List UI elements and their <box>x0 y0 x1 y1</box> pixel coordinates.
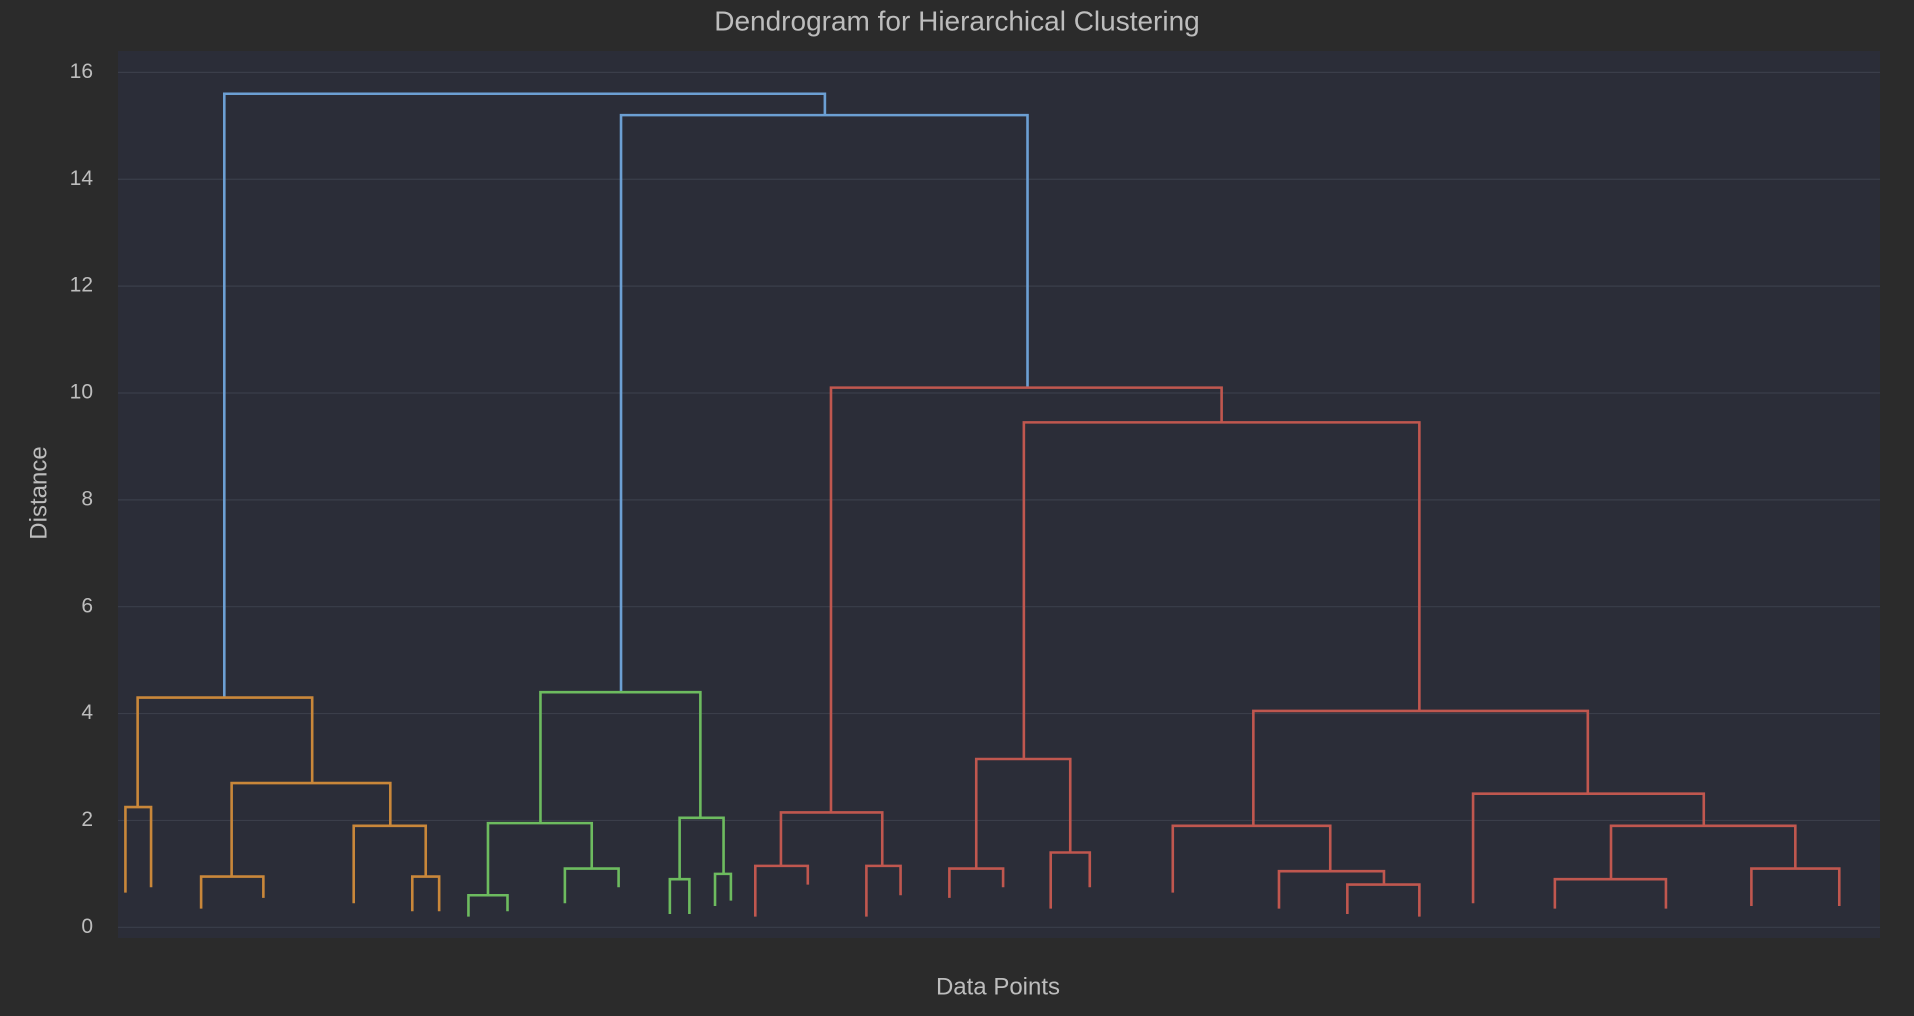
y-tick-label: 6 <box>81 594 93 617</box>
dendrogram-link <box>1171 824 1332 893</box>
dendrogram-link <box>829 386 1223 813</box>
dendrogram-link <box>539 690 702 824</box>
y-tick-label: 14 <box>70 167 94 190</box>
y-tick-label: 10 <box>70 381 93 404</box>
dendrogram-link <box>410 875 441 912</box>
y-tick-label: 2 <box>81 808 93 831</box>
dendrogram-link <box>199 875 265 909</box>
y-tick-label: 4 <box>81 701 93 724</box>
y-axis-label: Distance <box>25 446 52 539</box>
dendrogram-link <box>865 864 902 917</box>
chart-title: Dendrogram for Hierarchical Clustering <box>714 5 1200 36</box>
dendrogram-link <box>948 867 1005 898</box>
dendrogram-link <box>1553 877 1668 909</box>
y-tick-label: 16 <box>70 60 93 83</box>
dendrogram-link <box>136 696 314 808</box>
dendrogram-link <box>713 872 733 906</box>
plot-area <box>118 51 1880 938</box>
dendrogram-link <box>1750 867 1841 906</box>
dendrogram-link <box>1609 824 1797 880</box>
dendrogram-link <box>486 821 594 896</box>
dendrogram-link <box>1471 792 1706 904</box>
dendrogram-link <box>678 816 725 880</box>
dendrogram-link <box>668 877 691 914</box>
dendrogram-link <box>754 864 810 917</box>
dendrogram-link <box>223 92 827 698</box>
y-tick-label: 0 <box>81 915 93 938</box>
dendrogram-link <box>1022 421 1421 759</box>
dendrogram-link <box>1252 709 1590 826</box>
dendrogram-link <box>779 811 884 866</box>
y-tick-label: 8 <box>81 487 93 510</box>
dendrogram-link <box>467 893 509 917</box>
y-tick-label: 12 <box>70 274 93 297</box>
x-axis-label: Data Points <box>936 973 1060 1000</box>
dendrogram-link <box>352 824 428 904</box>
dendrogram-link <box>1277 869 1386 909</box>
dendrogram-link <box>563 867 620 904</box>
dendrogram-link <box>230 781 392 877</box>
dendrogram-link <box>124 805 153 893</box>
dendrogram-link <box>1346 883 1421 917</box>
dendrogram-link <box>1049 851 1092 909</box>
dendrogram-link <box>974 757 1072 869</box>
dendrogram-link <box>619 113 1029 693</box>
